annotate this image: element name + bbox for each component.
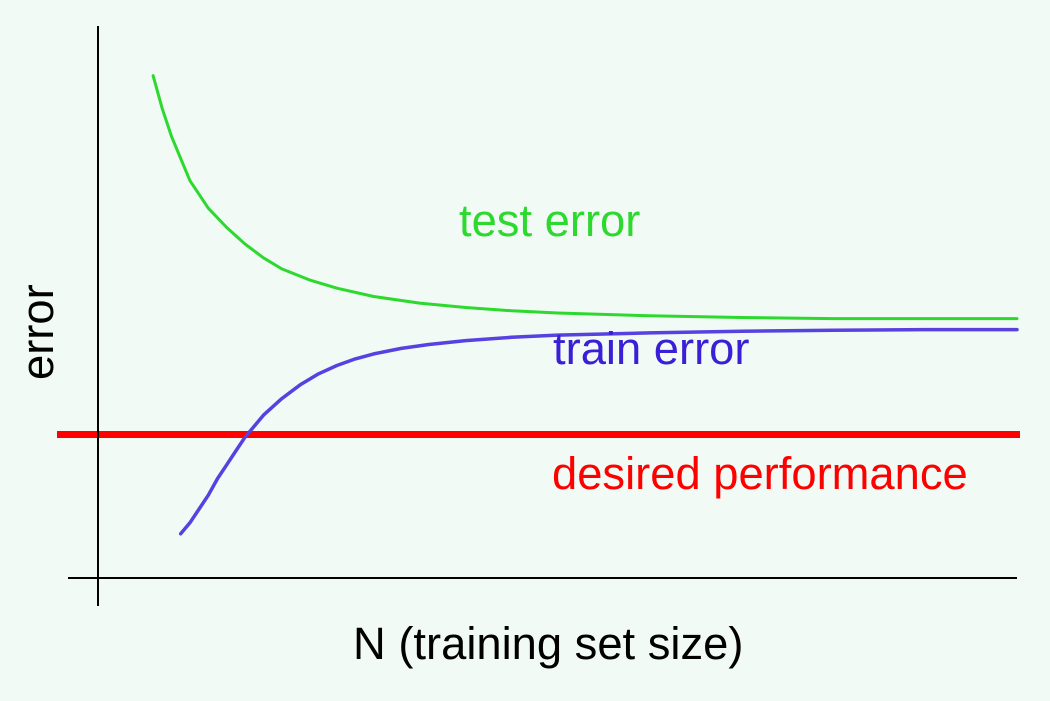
train-error-label: train error (553, 323, 749, 375)
x-axis-label: N (training set size) (353, 618, 743, 670)
chart-canvas (0, 0, 1050, 701)
y-axis-label: error (12, 284, 64, 380)
desired-performance-label: desired performance (552, 448, 968, 500)
test-error-label: test error (459, 195, 640, 247)
learning-curve-chart: error N (training set size) test error t… (0, 0, 1050, 701)
